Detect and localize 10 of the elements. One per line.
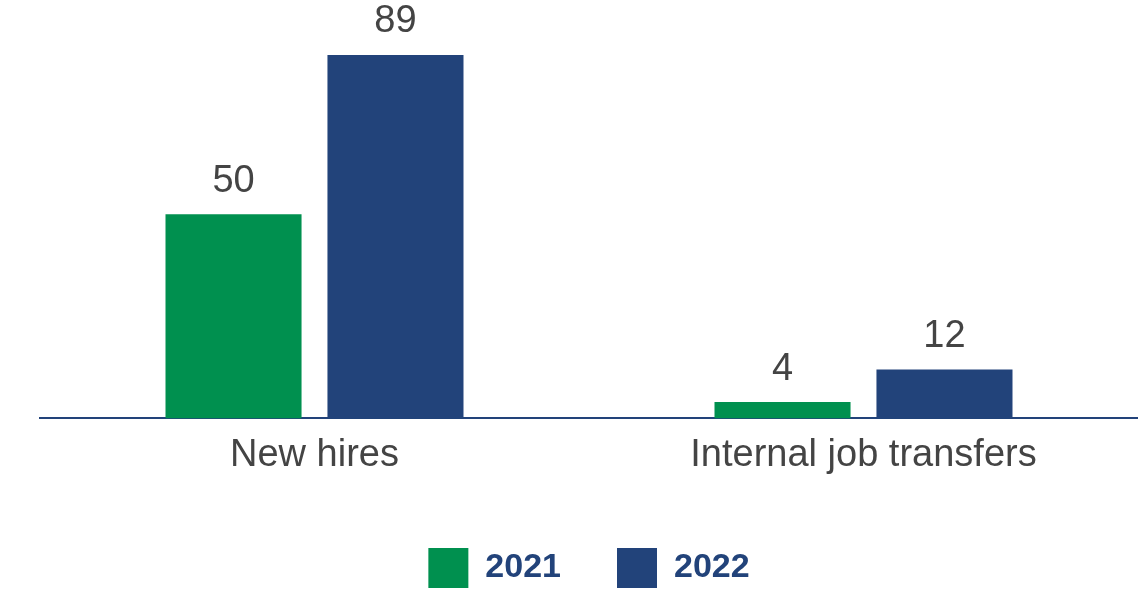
legend-label: 2021 [485,546,561,585]
x-tick-label: New hires [230,431,399,474]
data-label: 89 [374,0,417,41]
bar [714,402,851,419]
x-tick-label: Internal job transfers [690,431,1037,474]
bar [165,214,302,419]
data-label: 12 [923,312,966,355]
data-label: 50 [212,157,255,200]
legend-label: 2022 [674,546,750,585]
data-label: 4 [771,345,794,388]
